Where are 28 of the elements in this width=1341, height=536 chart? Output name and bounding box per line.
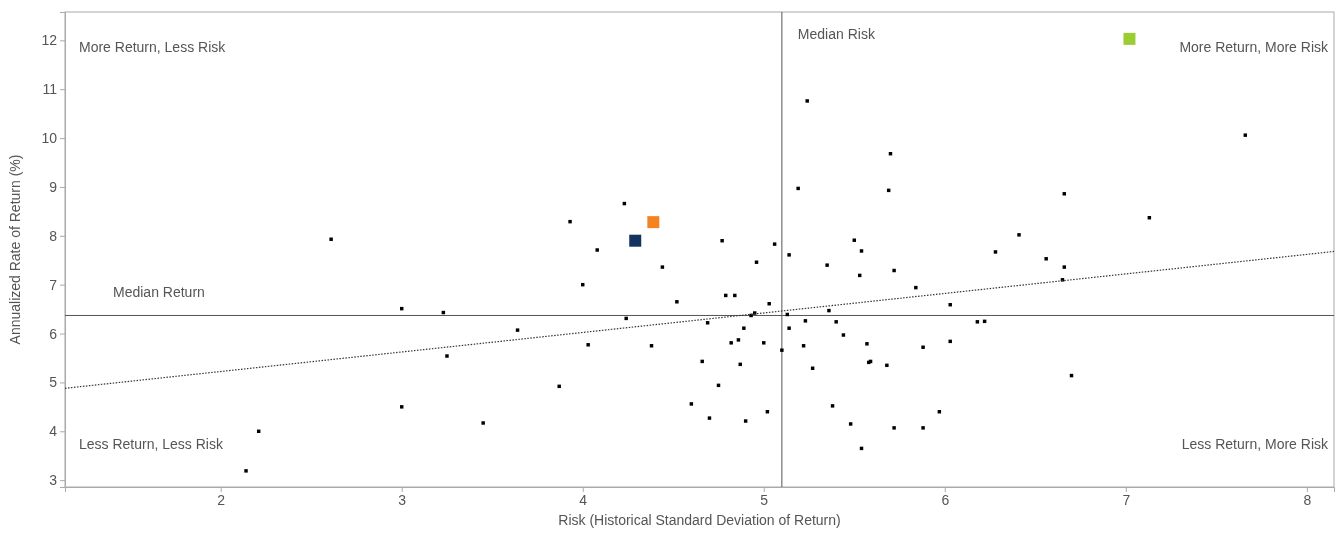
y-tick-label: 8 (49, 227, 58, 244)
y-tick-label: 11 (42, 81, 58, 98)
x-tick-label: 8 (1303, 491, 1312, 508)
y-tick-label: 6 (49, 325, 58, 342)
ref-line-label: Median Return (113, 284, 205, 301)
y-tick-label: 12 (41, 32, 58, 49)
point (629, 234, 642, 247)
x-tick-label: 3 (398, 491, 407, 508)
y-tick-label: 4 (49, 423, 58, 440)
annotation: More Return, Less Risk (79, 39, 227, 55)
x-tick-label: 5 (760, 491, 769, 508)
ref-line-label: Median Risk (797, 26, 876, 42)
annotation: Less Return, More Risk (1181, 436, 1329, 452)
point (1123, 32, 1136, 45)
annotation: More Return, More Risk (1179, 39, 1329, 55)
y-axis-title: Annualized Rate of Return (%) (7, 154, 23, 345)
y-tick-label: 7 (49, 276, 58, 293)
y-tick-label: 3 (49, 472, 58, 489)
y-tick-label: 5 (49, 374, 58, 391)
y-tick-label: 9 (49, 178, 58, 195)
x-axis-title: Risk (Historical Standard Deviation of Return) (558, 512, 841, 528)
x-tick-label: 4 (579, 491, 588, 508)
y-tick-label: 10 (41, 130, 58, 147)
x-tick-label: 2 (217, 491, 226, 508)
point (647, 216, 660, 229)
x-tick-label: 6 (941, 491, 950, 508)
x-tick-label: 7 (1122, 491, 1131, 508)
annotation: Less Return, Less Risk (79, 436, 224, 452)
